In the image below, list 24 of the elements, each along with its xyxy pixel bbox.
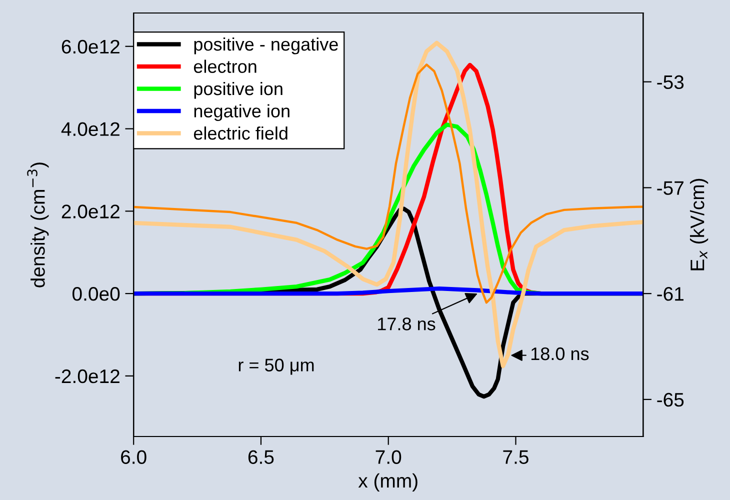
x-axis-title: x (mm) [358,473,418,492]
annotation: r = 50 μm [238,358,314,375]
annotation: 17.8 ns [378,318,436,330]
y-tick-label: 6.0e12 [62,40,120,54]
annotation: 18.0 ns [531,347,589,360]
legend-label: negative ion [194,104,290,122]
legend-label: positive ion [194,82,282,99]
y2-axis-title: E$_{x}$ (kV/cm) [690,178,708,270]
y-tick-label: 4.0e12 [61,122,120,136]
y2-tick-label: -57 [657,181,684,195]
y2-tick-label: -53 [657,75,684,90]
x-tick-label: 6.0 [121,450,146,464]
y-axis-title: density (cm$^{−3}$) [27,162,49,288]
y-tick-label: -2.0e12 [55,369,120,384]
y-tick-label: 0.0e0 [72,287,120,301]
legend-label: positive - negative [194,37,338,54]
x-tick-label: 7.0 [376,450,402,464]
y2-tick-label: -65 [657,392,684,407]
legend-label: electron [194,60,256,73]
y2-tick-label: -61 [657,287,684,301]
legend-label: electric field [194,126,288,140]
x-tick-label: 6.5 [248,450,274,464]
x-tick-label: 7.5 [503,450,528,464]
y-tick-label: 2.0e12 [62,204,120,218]
